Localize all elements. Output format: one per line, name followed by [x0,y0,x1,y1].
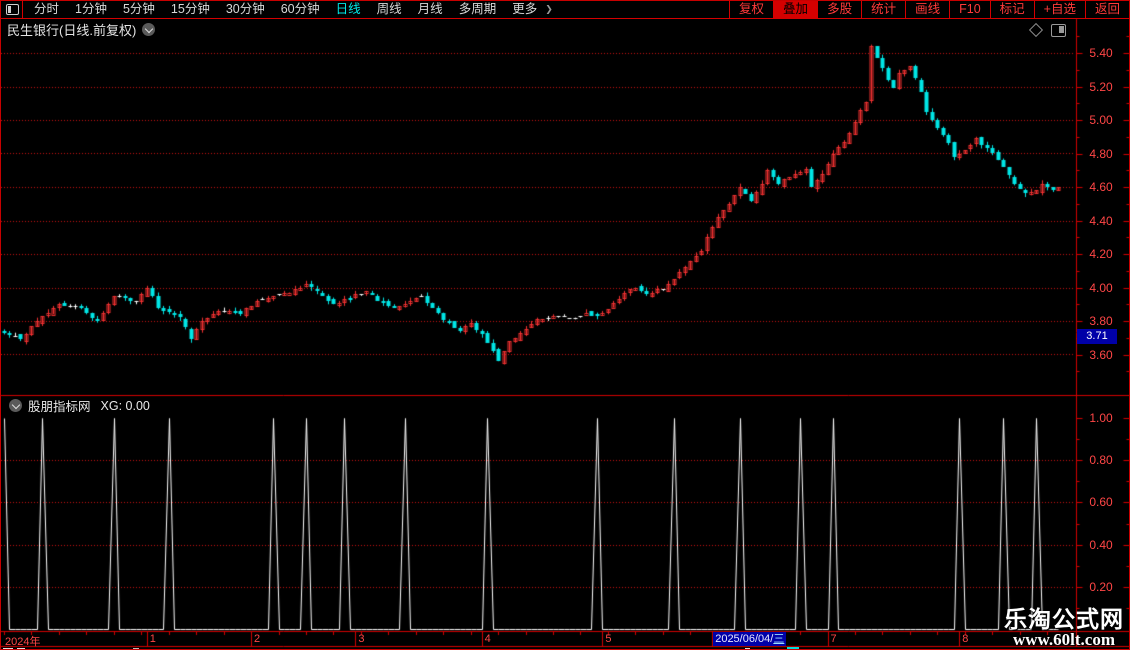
axis-month-label: 8 [962,633,969,645]
price-axis-label: 5.20 [1089,79,1113,94]
indicator-axis-label: 0.20 [1089,579,1113,594]
tab-更多[interactable]: 更多 [512,2,538,16]
title-chevron-down-icon[interactable] [142,23,156,36]
cropped-next-panel-mark [745,648,750,649]
menu-画线[interactable]: 画线 [905,1,949,18]
tab-日线[interactable]: 日线 [335,2,361,16]
cropped-next-panel-text [3,648,13,649]
stock-title[interactable]: 民生银行(日线.前复权) [7,23,137,38]
price-axis-label: 4.00 [1089,280,1113,295]
watermark-site-name: 乐淘公式网 [1004,606,1124,632]
axis-month-label: 5 [605,633,612,645]
split-panel-icon[interactable] [1051,24,1066,37]
menu-叠加[interactable]: 叠加 [773,1,818,18]
price-axis-label: 4.60 [1089,180,1113,194]
toolbar-divider [22,1,23,18]
indicator-chevron-down-icon[interactable] [9,399,22,412]
menu-多股[interactable]: 多股 [817,1,861,18]
menu-复权[interactable]: 复权 [729,1,773,18]
indicator-axis-label: 1.00 [1089,411,1113,425]
toolbar-right-items: 复权 叠加 多股 统计 画线 F10 标记 +自选 返回 [729,1,1129,18]
chevron-right-icon: ❯ [545,4,553,14]
toolbar-left-items: 分时 1分钟 5分钟 15分钟 30分钟 60分钟 日线 周线 月线 多周期 更多 ❯ [26,1,559,18]
menu-统计[interactable]: 统计 [861,1,905,18]
weekday-text: 三 [773,633,785,645]
menu-标记[interactable]: 标记 [989,1,1034,18]
cropped-next-panel-text [133,648,139,649]
tab-15分钟[interactable]: 15分钟 [170,2,210,16]
tab-5分钟[interactable]: 5分钟 [122,2,155,16]
period-toolbar: 分时 1分钟 5分钟 15分钟 30分钟 60分钟 日线 周线 月线 多周期 更多 ❯ 复权 叠加 多股统… [1,1,1129,19]
price-axis-label: 5.00 [1089,113,1113,127]
tab-月线[interactable]: 月线 [417,2,443,16]
price-axis-label: 4.80 [1089,146,1113,161]
axis-month-label: 3 [358,633,365,645]
price-axis-label: 5.40 [1089,46,1113,60]
axis-month-label: 4 [484,633,491,645]
indicator-value: XG: 0.00 [100,398,150,413]
tab-多周期[interactable]: 多周期 [458,2,497,16]
menu-返回[interactable]: 返回 [1084,1,1129,18]
cropped-next-panel-mark [787,647,799,649]
chart-title-row: 民生银行(日线.前复权) [1,19,1075,40]
current-price-tag: 3.71 [1077,328,1117,344]
axis-month-label: 2 [254,633,261,645]
axis-year-label: 2024年 [5,636,41,648]
crosshair-date-tag: 2025/06/04/三 [713,632,787,646]
price-axis-label: 4.40 [1089,213,1113,228]
indicator-header: 股朋指标网 XG: 0.00 [3,398,150,414]
menu-+自选[interactable]: +自选 [1033,1,1085,18]
indicator-axis-label: 0.60 [1089,495,1113,510]
tab-分时[interactable]: 分时 [34,2,60,16]
window-panel-icon[interactable] [6,4,19,15]
price-axis-label: 3.60 [1089,347,1113,362]
watermark: 乐淘公式网 www.60lt.com [1004,607,1124,648]
axis-month-label: 7 [830,633,837,645]
indicator-name: 股朋指标网 [28,400,91,414]
date-text: 2025/06/04/ [715,633,774,645]
cropped-next-panel-text [17,648,25,649]
price-axis-label: 4.20 [1089,247,1113,261]
axis-month-label: 1 [149,633,156,645]
tab-周线[interactable]: 周线 [376,2,402,16]
price-axis-label: 3.80 [1089,314,1113,328]
watermark-url: www.60lt.com [1013,630,1115,649]
tab-30分钟[interactable]: 30分钟 [225,2,265,16]
tab-60分钟[interactable]: 60分钟 [280,2,320,16]
indicator-axis-label: 0.40 [1089,537,1113,552]
indicator-axis-label: 0.80 [1089,453,1113,468]
tab-1分钟[interactable]: 1分钟 [75,2,107,16]
menu-F10[interactable]: F10 [949,1,990,18]
